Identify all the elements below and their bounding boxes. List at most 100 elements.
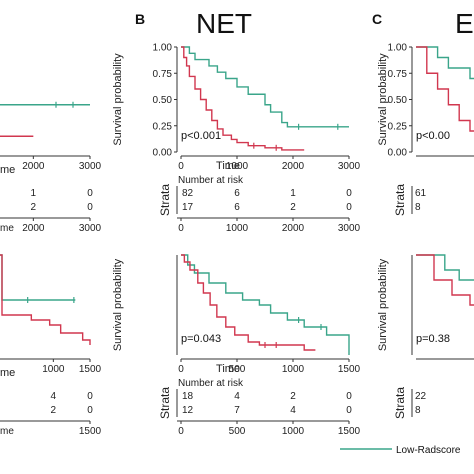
risk-count: 1 (31, 188, 37, 199)
risk-x-tick-label: 2000 (22, 223, 45, 234)
km-curve-high (181, 46, 305, 151)
number-at-risk-label: Number at risk (178, 378, 244, 389)
km-chart-C-bottom: Survival probability p=0.38 22 8 Strata (377, 254, 474, 419)
y-tick-label: 0.00 (153, 148, 173, 159)
risk-x-tick-label: 3000 (338, 223, 361, 234)
risk-count: 0 (346, 391, 352, 402)
risk-count: 4 (290, 405, 296, 416)
risk-count: 1 (290, 188, 296, 199)
x-tick-label: 1500 (79, 364, 102, 375)
panel-letter-b: B (135, 11, 145, 27)
risk-x-tick-label: 1500 (79, 426, 102, 437)
risk-count: 0 (87, 405, 93, 416)
x-tick-label: 1000 (42, 364, 65, 375)
panel-title-net: NET (196, 8, 252, 39)
risk-count: 82 (182, 188, 194, 199)
risk-x-tick-label: 0 (178, 223, 184, 234)
risk-count: 6 (234, 188, 240, 199)
x-axis-label: Time (216, 160, 240, 172)
risk-count: 6 (234, 202, 240, 213)
x-axis-label-fragment: me (0, 164, 15, 176)
km-curve-low (0, 104, 90, 106)
y-tick-label: 1.00 (388, 43, 408, 54)
strata-label: Strata (158, 184, 172, 216)
risk-x-tick-label: 1500 (338, 426, 361, 437)
x-tick-label: 500 (229, 364, 246, 375)
risk-count: 17 (182, 202, 194, 213)
p-value: p<0.001 (181, 130, 221, 142)
x-tick-label: 2000 (22, 161, 45, 172)
legend-low-label: Low-Radscore (396, 445, 461, 456)
y-tick-label: 0.75 (388, 69, 408, 80)
risk-time-fragment: me (0, 426, 14, 437)
risk-count: 8 (415, 405, 421, 416)
risk-count: 0 (87, 188, 93, 199)
y-tick-label: 0.25 (153, 121, 173, 132)
risk-count: 4 (234, 391, 240, 402)
risk-count: 0 (87, 391, 93, 402)
x-tick-label: 1500 (338, 364, 361, 375)
y-tick-label: 0.50 (153, 95, 173, 106)
risk-count: 22 (415, 391, 427, 402)
x-tick-label: 1000 (226, 161, 249, 172)
km-curve-low (181, 46, 349, 128)
risk-count: 0 (346, 188, 352, 199)
risk-x-tick-label: 1000 (282, 426, 305, 437)
y-tick-label: 0.25 (388, 121, 408, 132)
risk-x-tick-label: 1000 (226, 223, 249, 234)
risk-count: 2 (290, 202, 296, 213)
risk-count: 8 (415, 202, 421, 213)
km-chart-B-top: 0.00 0.25 0.50 0.75 1.00 Survival probability… (112, 43, 361, 235)
x-tick-label: 2000 (282, 161, 305, 172)
number-at-risk-label: Number at risk (178, 175, 244, 186)
y-axis-label: Survival probability (112, 53, 124, 146)
km-curve-high (181, 254, 316, 351)
risk-count: 61 (415, 188, 427, 199)
km-chart-B-bottom: Survival probability 0 500 1000 1500 Time p=0.… (112, 254, 361, 437)
km-curve-low (416, 46, 474, 80)
strata-label: Strata (158, 387, 172, 419)
y-axis-label: Survival probability (377, 53, 389, 146)
y-axis-label: Survival probability (112, 258, 124, 351)
risk-count: 2 (290, 391, 296, 402)
y-tick-label: 0.75 (153, 69, 173, 80)
km-curve-low (0, 254, 76, 301)
risk-time-fragment: me (0, 223, 14, 234)
risk-count: 0 (346, 405, 352, 416)
risk-x-tick-label: 3000 (79, 223, 102, 234)
x-axis-label: Time (216, 363, 240, 375)
p-value: p<0.00 (416, 130, 450, 142)
y-tick-label: 1.00 (153, 43, 173, 54)
risk-count: 0 (346, 202, 352, 213)
km-chart-A-top: 2000 3000 me 1 0 2 0 me 2000 3000 (0, 101, 102, 234)
km-curve-low (416, 254, 474, 281)
x-tick-label: 3000 (79, 161, 102, 172)
risk-count: 7 (234, 405, 240, 416)
x-tick-label: 1000 (282, 364, 305, 375)
x-tick-label: 3000 (338, 161, 361, 172)
km-chart-A-bottom: 1000 1500 me 4 0 2 0 me 1500 (0, 254, 102, 437)
panel-title-c: E (455, 8, 474, 39)
y-tick-label: 0.50 (388, 95, 408, 106)
risk-x-tick-label: 0 (178, 426, 184, 437)
risk-x-tick-label: 2000 (282, 223, 305, 234)
panel-letter-c: C (372, 11, 382, 27)
km-curve-high (416, 46, 474, 132)
risk-count: 2 (51, 405, 57, 416)
x-tick-label: 0 (178, 161, 184, 172)
p-value: p=0.38 (416, 333, 450, 345)
risk-count: 18 (182, 391, 194, 402)
risk-x-tick-label: 500 (229, 426, 246, 437)
x-tick-label: 0 (178, 364, 184, 375)
y-tick-label: 0.00 (388, 148, 408, 159)
risk-count: 12 (182, 405, 194, 416)
risk-count: 4 (51, 391, 57, 402)
km-curve-high (0, 135, 34, 137)
risk-count: 2 (31, 202, 37, 213)
strata-label: Strata (393, 184, 407, 216)
km-curve-high (0, 254, 91, 345)
p-value: p=0.043 (181, 333, 221, 345)
km-curve-high (416, 254, 474, 306)
